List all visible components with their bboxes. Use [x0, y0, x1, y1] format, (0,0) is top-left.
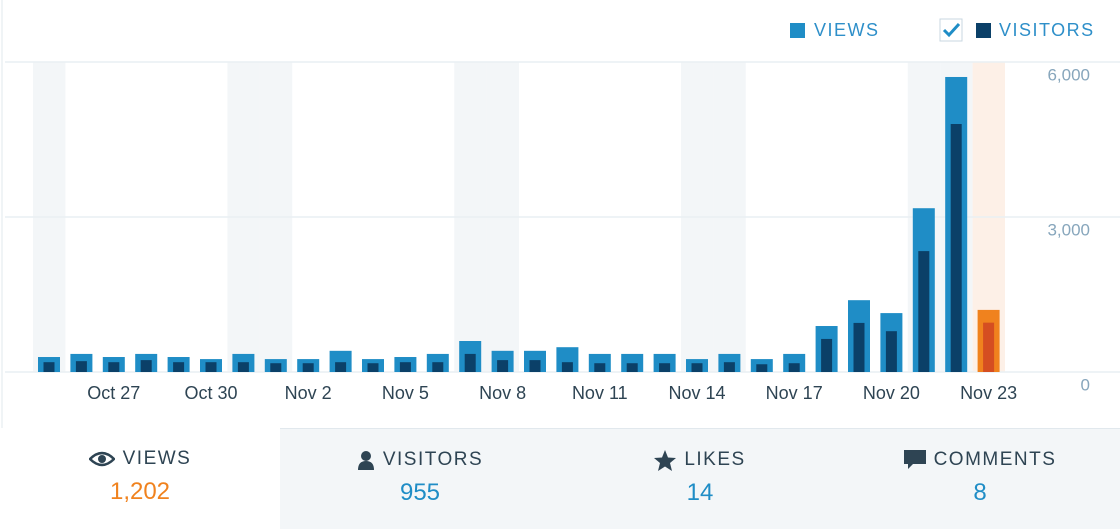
- stat-tab[interactable]: VIEWS 1,202: [0, 428, 280, 529]
- stat-label: LIKES: [684, 449, 746, 470]
- legend-swatch: [976, 23, 991, 38]
- x-tick-label: Oct 30: [184, 383, 237, 403]
- stat-label: COMMENTS: [933, 449, 1057, 470]
- visitors-bar: [335, 362, 347, 372]
- y-tick-label: 6,000: [1047, 65, 1090, 84]
- checkmark: [942, 22, 961, 38]
- summary: VIEWS 1,202 VISITORS 955 LIKES 14 COMMEN…: [0, 428, 1120, 529]
- stat-label: VIEWS: [122, 448, 192, 469]
- visitors-bar: [788, 363, 800, 372]
- visitors-bar: [594, 363, 606, 372]
- x-tick-label: Nov 20: [863, 383, 920, 403]
- visitors-bar: [237, 362, 249, 372]
- visitors-bar: [399, 362, 411, 372]
- visitors-bar: [205, 362, 217, 372]
- visitors-bar: [270, 363, 282, 372]
- checkbox[interactable]: [939, 18, 963, 42]
- stat-value: 14: [686, 479, 714, 506]
- visitors-bar: [561, 362, 573, 372]
- visitors-bar: [853, 322, 865, 372]
- stat-tab[interactable]: VISITORS 955: [280, 428, 560, 529]
- visitors-bar: [529, 360, 541, 372]
- y-tick-label: 3,000: [1047, 220, 1090, 239]
- person-icon: [357, 451, 374, 470]
- x-tick-label: Nov 23: [960, 383, 1017, 403]
- visitors-bar: [43, 362, 55, 372]
- chart: 0 3,000 6,000 Oct 27 Oct 30 Nov 2 Nov 5 Nov 8 No…: [1, 0, 1120, 428]
- stat-tab[interactable]: COMMENTS 8: [840, 428, 1120, 529]
- x-tick-label: Oct 27: [87, 383, 140, 403]
- visitors-bar: [821, 338, 833, 372]
- visitors-bar: [367, 363, 379, 372]
- star-icon: [654, 449, 677, 471]
- visitors-bar: [497, 360, 509, 372]
- x-tick-label: Nov 5: [382, 383, 429, 403]
- visitors-bar: [983, 322, 995, 372]
- visitors-bar: [108, 362, 120, 372]
- visitors-bar: [75, 361, 87, 372]
- x-tick-label: Nov 11: [572, 383, 628, 403]
- comment-icon: [903, 450, 926, 469]
- visitors-bar: [659, 363, 671, 372]
- visitors-bar: [302, 363, 314, 372]
- visitors-bar: [723, 362, 735, 372]
- visitors-bar: [432, 362, 444, 372]
- y-tick-label: 0: [1081, 375, 1090, 394]
- visitors-bar: [691, 363, 703, 372]
- visitors-bar: [140, 360, 152, 372]
- legend-swatch: [790, 23, 805, 38]
- legend-label: VIEWS: [814, 20, 880, 40]
- visitors-bar: [626, 363, 638, 372]
- legend-label: VISITORS: [999, 20, 1095, 40]
- stat-value: 8: [973, 479, 987, 506]
- visitors-bar: [173, 362, 185, 372]
- visitors-bar: [950, 124, 962, 372]
- visitors-bar: [918, 251, 930, 372]
- x-tick-label: Nov 2: [285, 383, 332, 403]
- stat-label: VISITORS: [382, 449, 484, 470]
- visitors-bar: [756, 364, 768, 372]
- stat-tab[interactable]: LIKES 14: [560, 428, 840, 529]
- eye-icon: [88, 451, 115, 467]
- x-tick-label: Nov 8: [479, 383, 526, 403]
- x-tick-label: Nov 17: [766, 383, 823, 403]
- stat-value: 955: [399, 479, 441, 506]
- visitors-bar: [464, 353, 476, 372]
- stat-value: 1,202: [109, 478, 171, 505]
- visitors-bar: [885, 331, 897, 372]
- x-tick-label: Nov 14: [668, 383, 725, 403]
